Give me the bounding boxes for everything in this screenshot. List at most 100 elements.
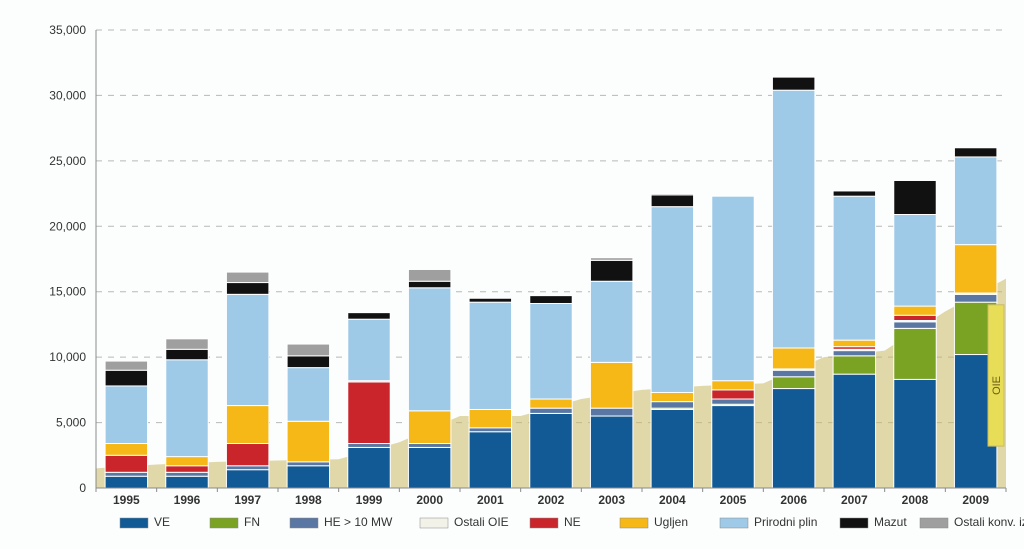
legend-swatch-OstaliOIE	[420, 518, 448, 528]
seg-HE10	[712, 399, 754, 404]
legend-swatch-VE	[120, 518, 148, 528]
seg-Ugljen	[954, 245, 996, 293]
legend-label-Mazut: Mazut	[874, 515, 907, 529]
seg-HE10	[833, 351, 875, 356]
x-tick-label: 1995	[113, 493, 140, 507]
seg-VE	[530, 413, 572, 488]
seg-HE10	[166, 472, 208, 476]
seg-Ugljen	[166, 457, 208, 466]
seg-VE	[408, 447, 450, 488]
seg-Ugljen	[894, 306, 936, 315]
x-tick-label: 2001	[477, 493, 504, 507]
seg-FN	[894, 328, 936, 379]
seg-Prirodni_plin	[348, 319, 390, 381]
seg-Mazut	[833, 191, 875, 196]
legend-label-OstaliOIE: Ostali OIE	[454, 515, 509, 529]
seg-HE10	[590, 408, 632, 416]
y-tick-label: 35,000	[49, 23, 86, 37]
seg-VE	[651, 409, 693, 488]
seg-NE	[348, 382, 390, 444]
seg-VE	[105, 476, 147, 488]
x-tick-label: 2006	[780, 493, 807, 507]
y-tick-label: 25,000	[49, 154, 86, 168]
legend-swatch-Prirodni_plin	[720, 518, 748, 528]
x-tick-label: 2009	[962, 493, 989, 507]
seg-Prirodni_plin	[712, 196, 754, 381]
x-tick-label: 2008	[902, 493, 929, 507]
seg-VE	[469, 432, 511, 488]
seg-VE	[226, 470, 268, 488]
seg-Prirodni_plin	[469, 302, 511, 409]
y-tick-label: 5,000	[56, 416, 86, 430]
legend-swatch-NE	[530, 518, 558, 528]
y-tick-label: 15,000	[49, 285, 86, 299]
legend-swatch-HE10	[290, 518, 318, 528]
seg-Prirodni_plin	[105, 386, 147, 444]
legend-label-Ugljen: Ugljen	[654, 515, 688, 529]
seg-Prirodni_plin	[530, 303, 572, 399]
seg-Ugljen	[772, 348, 814, 369]
seg-HE10	[287, 462, 329, 466]
seg-Mazut	[469, 298, 511, 302]
seg-Mazut	[651, 195, 693, 207]
y-tick-label: 20,000	[49, 219, 86, 233]
legend-swatch-Mazut	[840, 518, 868, 528]
bar-2008	[894, 180, 936, 488]
seg-Mazut	[772, 77, 814, 90]
bar-2000	[408, 269, 450, 488]
x-tick-label: 1996	[174, 493, 201, 507]
bar-2007	[833, 191, 875, 488]
x-tick-label: 2004	[659, 493, 686, 507]
seg-NE	[712, 390, 754, 399]
seg-Ostali_konv	[651, 194, 693, 195]
seg-VE	[833, 374, 875, 488]
bar-1995	[105, 361, 147, 488]
legend-label-HE10: HE > 10 MW	[324, 515, 393, 529]
bar-1996	[166, 339, 208, 488]
seg-Prirodni_plin	[651, 207, 693, 393]
bar-1999	[348, 313, 390, 488]
seg-Prirodni_plin	[772, 90, 814, 348]
bar-2004	[651, 194, 693, 488]
bar-2001	[469, 298, 511, 488]
seg-Mazut	[105, 370, 147, 386]
seg-Ugljen	[833, 340, 875, 347]
seg-Prirodni_plin	[590, 281, 632, 362]
legend-label-Ostali_konv: Ostali konv. izvori	[954, 515, 1024, 529]
seg-Mazut	[954, 148, 996, 157]
seg-NE	[226, 444, 268, 466]
seg-VE	[590, 416, 632, 488]
seg-VE	[894, 379, 936, 488]
bar-2003	[590, 258, 632, 488]
seg-Mazut	[287, 356, 329, 368]
seg-Mazut	[894, 180, 936, 214]
seg-HE10	[651, 402, 693, 409]
seg-Ugljen	[712, 381, 754, 390]
seg-NE	[166, 466, 208, 473]
seg-HE10	[226, 466, 268, 470]
seg-Ostali_konv	[105, 361, 147, 370]
seg-FN	[772, 377, 814, 389]
seg-Prirodni_plin	[408, 288, 450, 411]
seg-VE	[166, 476, 208, 488]
bar-1997	[226, 272, 268, 488]
seg-Ostali_konv	[590, 258, 632, 261]
oie-side-label: OIE	[991, 376, 1003, 395]
bar-1998	[287, 344, 329, 488]
y-tick-label: 30,000	[49, 88, 86, 102]
seg-Ugljen	[105, 444, 147, 456]
seg-Prirodni_plin	[894, 215, 936, 307]
x-tick-label: 1997	[234, 493, 261, 507]
legend-label-Prirodni_plin: Prirodni plin	[754, 515, 817, 529]
seg-Ostali_konv	[226, 272, 268, 282]
oie-side-box	[988, 305, 1004, 446]
x-tick-label: 1998	[295, 493, 322, 507]
legend-label-FN: FN	[244, 515, 260, 529]
seg-Ugljen	[287, 421, 329, 462]
y-tick-label: 0	[79, 481, 86, 495]
x-tick-label: 2005	[720, 493, 747, 507]
y-tick-label: 10,000	[49, 350, 86, 364]
seg-Mazut	[166, 349, 208, 359]
x-tick-label: 2002	[538, 493, 565, 507]
energy-stacked-chart: 0 5,000 10,000 15,000 20,000 25,000 30,000 35,0…	[0, 0, 1024, 549]
